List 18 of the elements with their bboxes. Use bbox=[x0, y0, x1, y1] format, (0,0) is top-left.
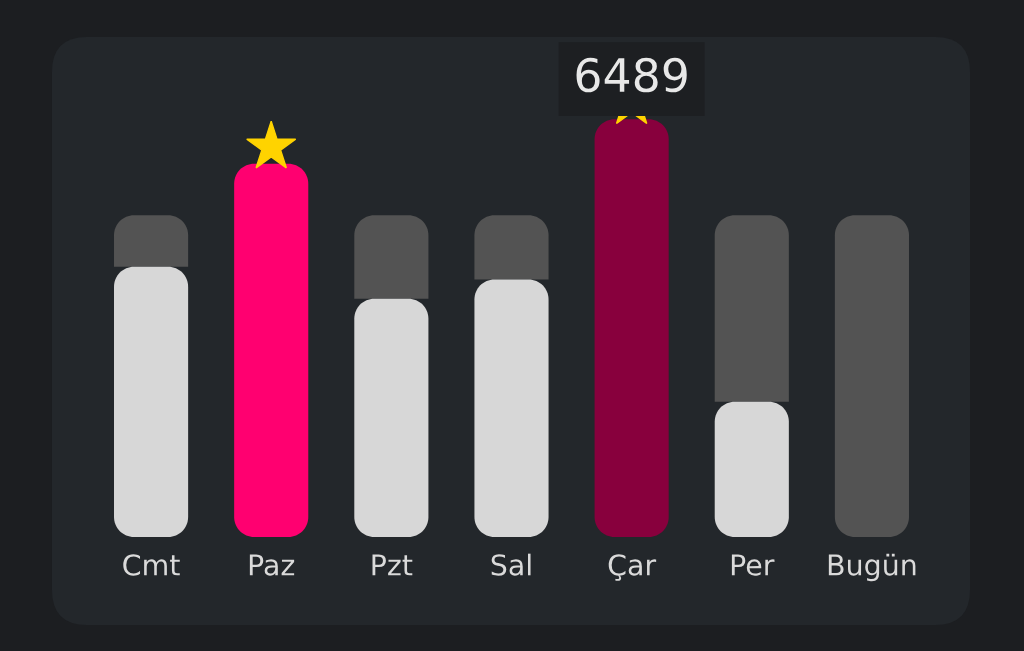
x-tick-label: Paz bbox=[249, 554, 295, 576]
bar bbox=[474, 279, 549, 537]
bar bbox=[834, 215, 909, 537]
x-tick-label: Per bbox=[731, 554, 775, 576]
x-tick-label: Sal bbox=[491, 553, 531, 576]
x-tick-label: Bugün bbox=[828, 553, 916, 582]
bar bbox=[474, 215, 549, 280]
bar bbox=[114, 215, 189, 267]
bar bbox=[114, 266, 189, 537]
bar bbox=[354, 215, 429, 299]
bar bbox=[714, 401, 789, 537]
x-tick-label: Pzt bbox=[372, 554, 413, 576]
x-tick-label: Cmt bbox=[123, 554, 180, 576]
bar bbox=[594, 119, 669, 537]
data-label: 6489 bbox=[576, 57, 687, 93]
x-tick-label: Çar bbox=[608, 554, 657, 581]
bar bbox=[354, 298, 429, 537]
bar bbox=[714, 215, 789, 402]
